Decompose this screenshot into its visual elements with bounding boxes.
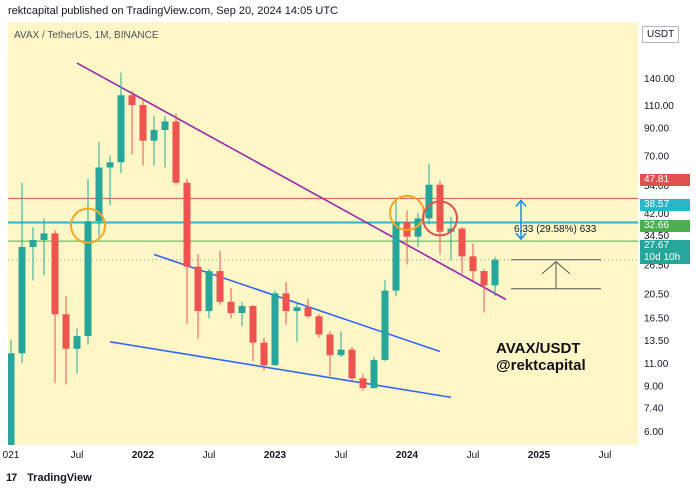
- y-tick-label: 34.50: [644, 231, 669, 242]
- candle-body: [106, 162, 114, 168]
- candle-body: [161, 121, 169, 131]
- candle-body: [128, 95, 136, 106]
- footer: 17 TradingView: [0, 467, 696, 491]
- y-tick-label: 140.00: [644, 74, 675, 85]
- candle-body: [205, 271, 213, 312]
- y-tick-label: 9.00: [644, 382, 664, 393]
- trendline: [109, 341, 452, 399]
- candle-body: [260, 342, 268, 366]
- y-tick-label: 7.40: [644, 403, 664, 414]
- candle-body: [491, 259, 499, 286]
- candle-body: [95, 167, 103, 222]
- candle-body: [293, 307, 301, 312]
- publisher-line: rektcapital published on TradingView.com…: [8, 5, 338, 17]
- y-tick-label: 90.00: [644, 124, 669, 135]
- trendline: [76, 62, 507, 301]
- candle-body: [469, 256, 477, 272]
- y-tick-label: 70.00: [644, 152, 669, 163]
- y-tick-label: 26.50: [644, 261, 669, 272]
- y-tick-label: 110.00: [644, 101, 674, 112]
- candle-body: [348, 349, 356, 379]
- candle-body: [238, 306, 246, 313]
- x-tick-label: 021: [3, 450, 20, 461]
- x-tick-label: Jul: [335, 450, 348, 461]
- highlight-circle: [70, 207, 106, 244]
- highlight-circle: [422, 200, 458, 237]
- x-tick-label: Jul: [71, 450, 84, 461]
- candle-body: [84, 221, 92, 337]
- candle-body: [392, 222, 400, 291]
- candle-body: [480, 271, 488, 286]
- candlestick-chart[interactable]: 140.00 110.00 90.00 70.00 54.00 42.00 34.50 26.…: [0, 0, 696, 467]
- price-tag-level: 32.66: [640, 220, 690, 232]
- measure-label: 6.33 (29.58%) 633: [514, 224, 597, 235]
- symbol-title: AVAX / TetherUS, 1M, BINANCE: [14, 30, 159, 41]
- y-tick-label: 20.50: [644, 289, 669, 300]
- candle-body: [425, 184, 433, 219]
- candle-body: [183, 182, 191, 267]
- plot-area[interactable]: [8, 22, 638, 445]
- y-tick-label: 42.00: [644, 209, 669, 220]
- candle-body: [436, 184, 444, 232]
- x-tick-label: Jul: [203, 450, 216, 461]
- candle-body: [150, 130, 158, 141]
- candle-body: [282, 293, 290, 312]
- currency-unit-label[interactable]: USDT: [642, 26, 680, 43]
- candle-body: [326, 334, 334, 356]
- author-watermark: AVAX/USDT @rektcapital: [496, 340, 586, 374]
- tradingview-logo-text: TradingView: [27, 472, 92, 484]
- x-tick-label: Jul: [467, 450, 480, 461]
- tradingview-logo[interactable]: 17 TradingView: [6, 472, 92, 484]
- x-tick-label: 2023: [264, 450, 287, 461]
- candle-body: [414, 218, 422, 237]
- y-tick-label: 11.00: [644, 359, 669, 370]
- candle-body: [271, 293, 279, 366]
- candle-body: [62, 314, 70, 349]
- candle-body: [8, 353, 15, 445]
- x-tick-label: 2025: [528, 450, 551, 461]
- price-tag-support: 38.57: [640, 199, 690, 211]
- candle-body: [73, 336, 81, 349]
- price-tag-countdown: 10d 10h: [640, 252, 690, 264]
- x-tick-label: 2022: [132, 450, 155, 461]
- range-arrow-head-top: [515, 199, 527, 207]
- price-tag-resistance: 47.81: [640, 174, 690, 186]
- tradingview-logo-icon: 17: [6, 472, 17, 484]
- y-tick-label: 54.00: [644, 181, 669, 192]
- y-tick-label: 16.50: [644, 314, 669, 325]
- candle-body: [381, 290, 389, 361]
- range-arrow-head-bottom: [515, 232, 527, 241]
- publish-header: rektcapital published on TradingView.com…: [0, 0, 696, 22]
- candle-body: [370, 360, 378, 389]
- x-tick-label: Jul: [599, 450, 612, 461]
- x-tick-label: 2024: [396, 450, 419, 461]
- y-tick-label: 13.50: [644, 336, 669, 347]
- y-tick-label: 6.00: [644, 427, 664, 438]
- candle-body: [18, 246, 26, 354]
- candle-body: [359, 378, 367, 389]
- candle-body: [194, 266, 202, 312]
- candle-body: [216, 271, 224, 302]
- watermark-handle: @rektcapital: [496, 357, 586, 374]
- measure-arrow-head: [541, 261, 571, 275]
- candle-body: [117, 95, 125, 163]
- candle-body: [249, 306, 257, 343]
- candle-body: [304, 307, 312, 317]
- trendline: [153, 253, 441, 353]
- candle-body: [172, 121, 180, 183]
- watermark-pair: AVAX/USDT: [496, 340, 581, 357]
- candle-body: [29, 239, 37, 247]
- candle-body: [139, 105, 147, 141]
- price-tag-current: 27.67: [640, 240, 690, 252]
- candle-body: [458, 228, 466, 257]
- candle-body: [315, 316, 323, 335]
- candle-body: [337, 349, 345, 356]
- time-axis[interactable]: [0, 445, 638, 467]
- candle-body: [227, 301, 235, 313]
- candle-body: [51, 233, 59, 315]
- candle-body: [40, 233, 48, 240]
